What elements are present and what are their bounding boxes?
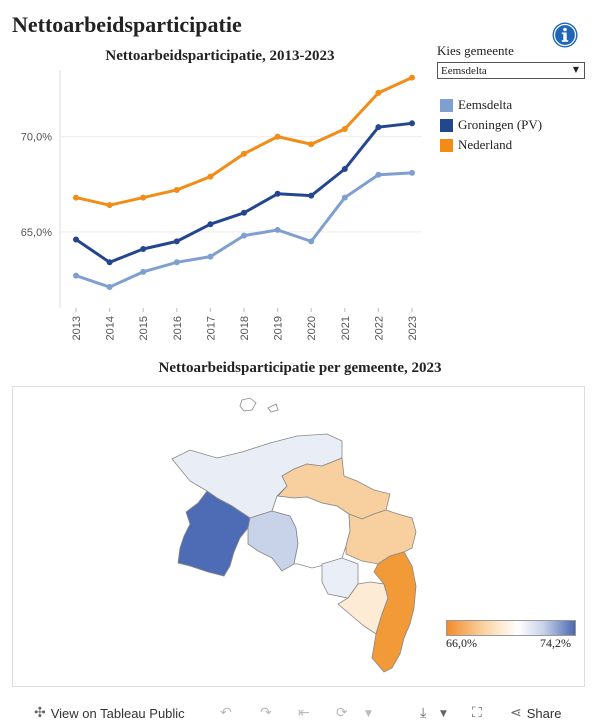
data-point [140, 245, 147, 252]
fullscreen-icon[interactable]: ⛶ [472, 705, 482, 721]
x-tick-label: 2022 [373, 316, 385, 340]
download-icon[interactable]: ⤓ [420, 705, 427, 721]
map-legend-min: 66,0% [446, 636, 477, 650]
x-tick-label: 2017 [205, 316, 217, 340]
gemeente-select[interactable]: Eemsdelta ▼ [437, 62, 585, 79]
pause-icon[interactable]: ⟳ [336, 705, 348, 721]
data-point [140, 268, 147, 275]
data-point [274, 226, 281, 233]
y-tick-label: 70,0% [21, 132, 52, 144]
map-region-midden-groningen [271, 495, 351, 569]
data-point [207, 253, 214, 260]
data-point [106, 284, 113, 291]
page-title: Nettoarbeidsparticipatie [12, 12, 242, 37]
map-region-rottumeroog [239, 397, 257, 412]
series-line-1 [75, 121, 413, 264]
x-tick-label: 2015 [138, 316, 150, 340]
map-panel [12, 386, 585, 687]
data-point [308, 141, 315, 148]
data-point [341, 194, 348, 201]
x-tick-label: 2016 [172, 316, 184, 340]
data-point [173, 186, 180, 193]
y-tick-label: 65,0% [21, 227, 52, 239]
map-title: Nettoarbeidsparticipatie per gemeente, 2… [158, 360, 442, 376]
x-tick-label: 2023 [407, 316, 419, 340]
tableau-footer: ✣ View on Tableau Public ↶ ↷ ⇤ ⟳ ▼ ⤓ ▼ ⛶… [0, 700, 600, 727]
legend-swatch [440, 119, 453, 132]
data-point [106, 202, 113, 209]
data-point [375, 89, 382, 96]
map-region-westerwolde [371, 551, 417, 673]
legend-label: Nederland [458, 137, 513, 152]
data-point [409, 120, 415, 127]
data-point [241, 150, 247, 157]
map-region-islet [267, 403, 279, 413]
pause-dropdown-icon[interactable]: ▼ [365, 709, 372, 719]
legend-label: Eemsdelta [458, 97, 513, 112]
data-point [73, 272, 79, 279]
legend-swatch [440, 139, 453, 152]
data-point [241, 209, 247, 216]
data-point [341, 166, 348, 173]
info-icon[interactable] [552, 22, 578, 48]
revert-icon[interactable]: ⇤ [298, 705, 310, 721]
data-point [207, 221, 214, 228]
data-point [409, 169, 415, 176]
data-point [341, 126, 348, 133]
x-tick-label: 2018 [239, 316, 251, 340]
data-point [308, 192, 315, 199]
map-color-legend [446, 620, 576, 636]
legend-label: Groningen (PV) [458, 117, 543, 132]
data-point [274, 190, 281, 197]
tableau-logo-icon: ✣ [34, 705, 46, 721]
data-point [140, 194, 147, 201]
series-line-0 [75, 171, 413, 289]
data-point [375, 171, 382, 178]
share-label: Share [526, 705, 562, 721]
share-icon: ⋖ [510, 705, 522, 721]
map-region-oldambt [345, 509, 417, 565]
x-tick-label: 2020 [306, 316, 318, 340]
x-tick-label: 2021 [340, 316, 352, 340]
data-point [274, 133, 281, 140]
gemeente-select-value: Eemsdelta [441, 65, 487, 77]
data-point [207, 173, 214, 180]
data-point [241, 232, 247, 239]
data-point [106, 259, 113, 266]
x-tick-label: 2014 [105, 316, 117, 340]
view-on-tableau-label: View on Tableau Public [50, 705, 185, 721]
data-point [375, 124, 382, 131]
download-dropdown-icon[interactable]: ▼ [440, 709, 447, 719]
data-point [409, 74, 415, 81]
line-chart-title: Nettoarbeidsparticipatie, 2013-2023 [105, 48, 335, 64]
map-region-groningen [247, 510, 299, 572]
data-point [73, 236, 79, 243]
map-region-westerkwartier [177, 490, 251, 577]
share-button[interactable]: ⋖ Share [510, 705, 561, 721]
x-tick-label: 2013 [71, 316, 83, 340]
filter-label: Kies gemeente [437, 43, 514, 58]
undo-icon[interactable]: ↶ [220, 705, 232, 721]
data-point [308, 238, 315, 245]
map-legend-max: 74,2% [540, 636, 571, 650]
x-tick-label: 2019 [273, 316, 285, 340]
data-point [173, 238, 180, 245]
legend-swatch [440, 99, 453, 112]
data-point [73, 194, 79, 201]
province-map [171, 397, 417, 673]
chevron-down-icon: ▼ [572, 65, 579, 74]
view-on-tableau-button[interactable]: ✣ View on Tableau Public [34, 705, 185, 721]
line-chart: 65,0% 70,0% 2013 2014 2015 2016 2017 2018 2019 2… [21, 70, 422, 340]
redo-icon[interactable]: ↷ [260, 705, 272, 721]
data-point [173, 259, 180, 266]
